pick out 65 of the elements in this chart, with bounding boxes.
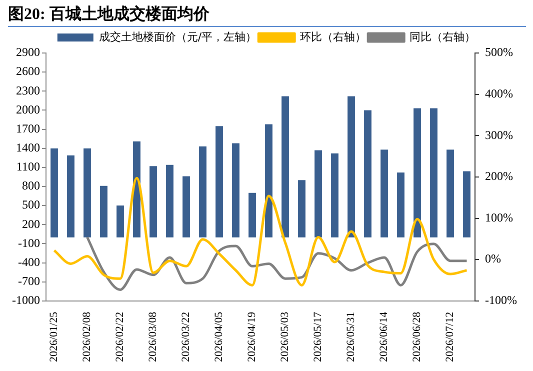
- bar: [248, 192, 256, 238]
- y-tick-label: -1000: [12, 293, 40, 308]
- y2-tick-label: -100%: [485, 293, 518, 308]
- y2-tick-label: 400%: [485, 86, 514, 100]
- x-tick-label: 2026/06/14: [378, 311, 390, 362]
- bar: [463, 171, 470, 238]
- x-tick-label: 2026/05/03: [279, 311, 292, 362]
- x-tick-label: 2026/02/22: [114, 312, 126, 362]
- legend-label: 成交土地楼面价（元/平，左轴）: [98, 30, 257, 44]
- y2-tick-label: 500%: [485, 45, 514, 60]
- bar: [282, 96, 289, 238]
- x-tick-label: 2026/06/28: [411, 311, 424, 362]
- y2-tick-label: 300%: [485, 128, 514, 142]
- bar: [133, 141, 140, 238]
- bar: [100, 186, 108, 238]
- y-tick-label: -400: [18, 254, 40, 269]
- y-tick-label: 2600: [16, 64, 40, 78]
- x-tick-label: 2026/04/19: [246, 311, 258, 362]
- bar: [150, 166, 157, 238]
- y2-tick-label: 100%: [485, 210, 514, 224]
- bar: [116, 206, 124, 238]
- bar: [232, 143, 240, 238]
- bar: [84, 148, 91, 238]
- y-tick-label: -100: [18, 236, 40, 250]
- x-tick-label: 2026/05/17: [312, 311, 324, 362]
- x-tick-label: 2026/03/22: [180, 312, 192, 362]
- y-tick-label: 800: [22, 178, 40, 193]
- y-tick-label: -700: [18, 274, 40, 288]
- bar: [265, 124, 272, 238]
- bar: [364, 110, 372, 238]
- y2-tick-label: 200%: [485, 169, 514, 184]
- bar: [298, 180, 306, 238]
- bar: [380, 150, 388, 238]
- x-tick-label: 2026/07/12: [444, 312, 456, 362]
- y-tick-label: 1400: [16, 140, 40, 154]
- bar: [314, 150, 322, 238]
- chart-title: 图20: 百城土地成交楼面均价: [8, 4, 210, 25]
- legend-label: 环比（右轴）: [300, 30, 366, 44]
- y-tick-label: 1100: [16, 160, 40, 174]
- x-tick-label: 2026/03/08: [147, 311, 160, 362]
- y-tick-label: 2300: [16, 83, 40, 98]
- legend-label: 同比（右轴）: [410, 30, 476, 44]
- bar: [199, 146, 206, 238]
- bar: [67, 155, 74, 238]
- bar: [430, 108, 438, 238]
- x-tick-label: 2026/05/31: [345, 312, 358, 362]
- bar: [182, 176, 190, 238]
- bar: [331, 153, 338, 238]
- y-tick-label: 1700: [16, 121, 40, 136]
- y-tick-label: 2000: [16, 102, 40, 116]
- y-tick-label: 500: [22, 198, 40, 212]
- bar: [166, 164, 174, 238]
- bar: [50, 148, 58, 238]
- y-tick-label: 200: [22, 216, 40, 231]
- bar: [216, 126, 223, 238]
- x-tick-label: 2026/01/25: [48, 311, 60, 362]
- y2-tick-label: 0%: [485, 252, 502, 266]
- x-tick-label: 2026/04/05: [213, 311, 226, 362]
- x-tick-label: 2026/02/08: [81, 311, 94, 362]
- bar: [397, 172, 404, 238]
- bar: [446, 150, 454, 238]
- bar: [348, 96, 355, 238]
- bar: [414, 108, 421, 238]
- line-series: [52, 176, 468, 286]
- y-tick-label: 2900: [16, 45, 40, 60]
